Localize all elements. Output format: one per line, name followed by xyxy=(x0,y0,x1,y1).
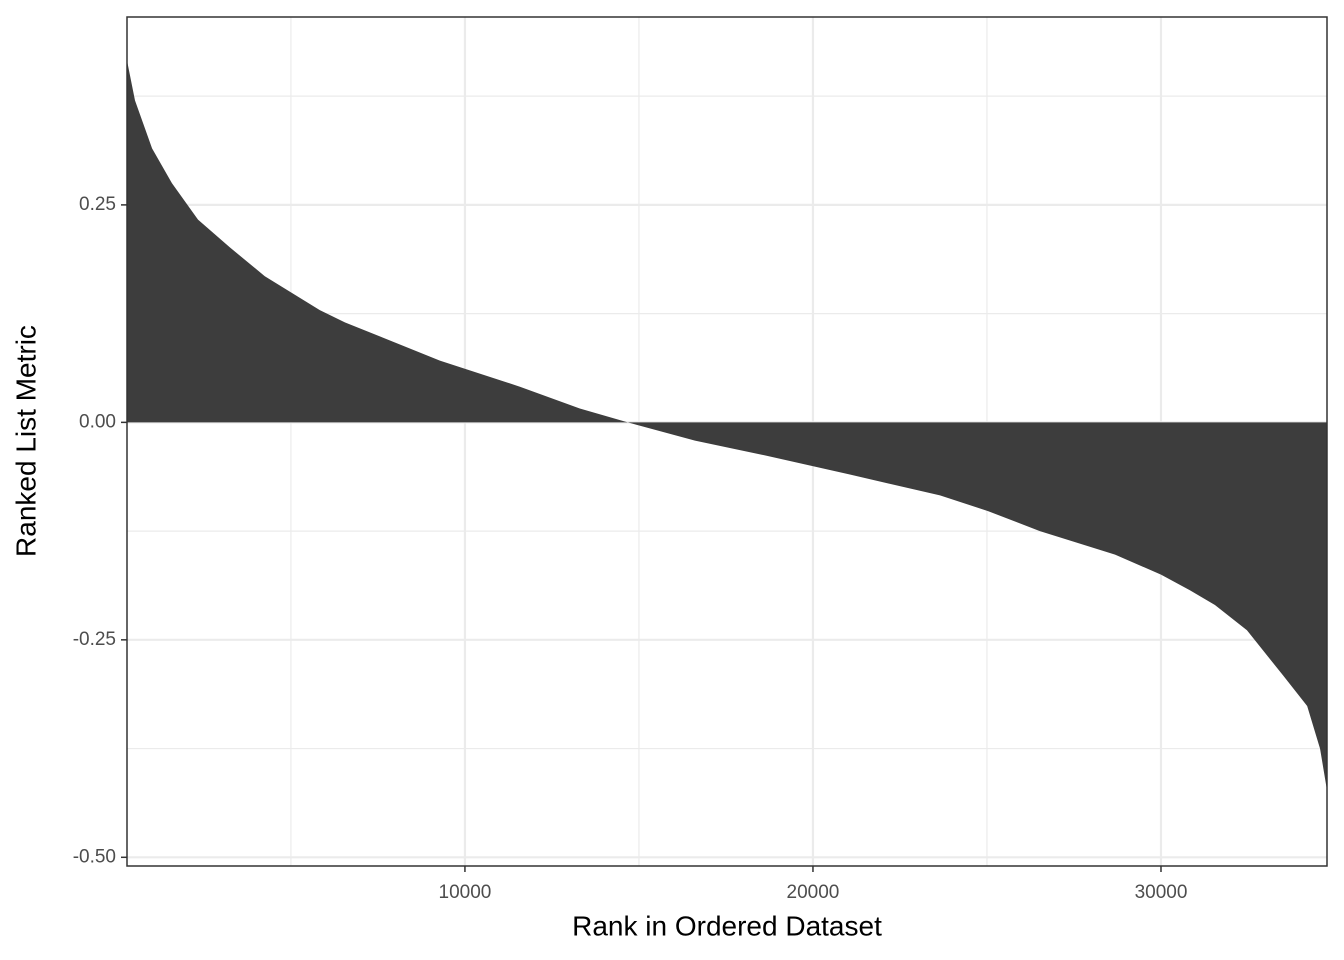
area xyxy=(127,60,1327,791)
y-tick-label: 0.25 xyxy=(79,194,116,215)
x-tick-label: 20000 xyxy=(787,882,840,903)
panel-border xyxy=(126,16,1328,867)
x-axis-title: Rank in Ordered Dataset xyxy=(572,910,882,941)
y-tick-label: 0.00 xyxy=(79,411,116,432)
y-axis-title: Ranked List Metric xyxy=(10,325,41,557)
x-tick-label: 30000 xyxy=(1135,882,1188,903)
y-tick-label: -0.25 xyxy=(73,629,116,650)
x-tick-label: 10000 xyxy=(439,882,492,903)
y-tick-label: -0.50 xyxy=(73,846,116,867)
